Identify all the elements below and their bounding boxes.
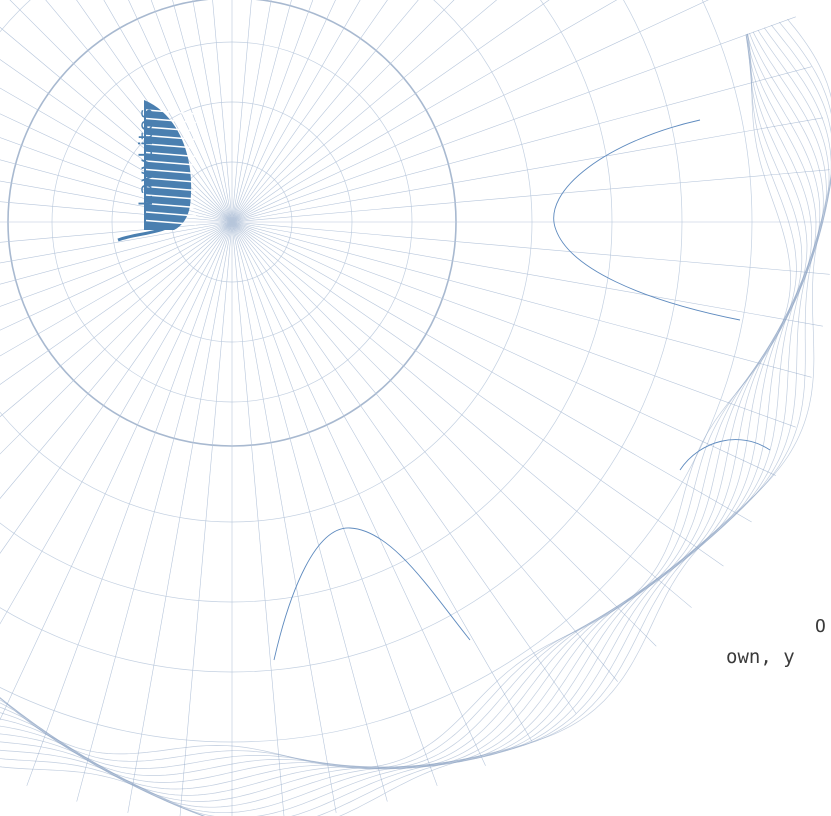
wire-spoke — [231, 0, 618, 223]
wire-spoke — [0, 221, 233, 554]
wire-spoke — [231, 221, 724, 567]
wire-spoke — [231, 221, 285, 816]
caption-line-1: O — [815, 616, 826, 637]
sail-stripe — [145, 126, 197, 132]
sail-stripe — [145, 134, 197, 141]
wire-spoke — [231, 221, 486, 766]
wire-spoke — [0, 201, 233, 223]
wire-spoke — [0, 221, 233, 357]
sail-stripe — [145, 160, 197, 166]
wire-spoke — [212, 0, 233, 223]
wire-spoke — [231, 221, 657, 647]
wire-spoke — [26, 221, 233, 786]
wire-spoke — [0, 221, 233, 307]
wire-spoke — [0, 221, 233, 721]
wire-spoke — [0, 221, 233, 625]
wire-spoke — [231, 0, 292, 223]
wire-spoke — [231, 221, 823, 327]
wire-spoke — [172, 0, 233, 223]
wire-spoke — [231, 0, 498, 223]
wire-spoke — [231, 0, 361, 223]
wire-spoke — [127, 221, 233, 813]
wire-spoke — [231, 0, 314, 223]
wire-spoke — [231, 221, 618, 682]
wire-outer-wave — [0, 33, 797, 769]
sail-stripe — [145, 143, 197, 149]
wire-spoke — [179, 221, 233, 816]
wire-spoke — [0, 221, 233, 455]
wire-outer-wave — [0, 21, 831, 816]
wire-outer-wave — [0, 32, 824, 802]
wire-spoke — [231, 0, 388, 223]
wire-spoke — [231, 221, 577, 714]
wire-spoke — [192, 0, 233, 223]
wire-outer-wave — [0, 31, 827, 808]
wire-spoke — [0, 221, 233, 499]
wire-spoke — [231, 169, 830, 223]
sail-stripe — [145, 151, 197, 158]
wire-spoke — [0, 159, 233, 223]
wire-spoke — [231, 221, 752, 523]
wire-spoke — [231, 66, 812, 223]
wire-outer-wave — [0, 34, 813, 783]
wire-accent-loop — [679, 439, 771, 471]
wire-outer-wave — [0, 18, 831, 816]
wire-spoke — [231, 16, 796, 223]
sail-stripe — [145, 109, 197, 115]
sail-stripe — [145, 177, 197, 183]
wire-spoke — [231, 221, 337, 813]
wire-spoke — [150, 0, 233, 223]
wire-spoke — [231, 0, 419, 223]
wire-spoke — [0, 221, 233, 243]
wire-spoke — [231, 221, 796, 428]
wire-spoke — [231, 0, 272, 223]
lavylites-logo — [117, 100, 197, 242]
sail-stripe — [145, 168, 197, 175]
wire-spoke — [231, 117, 823, 223]
wire-spoke — [231, 0, 550, 223]
wire-spoke — [0, 113, 233, 223]
wire-spoke — [231, 221, 812, 378]
sail-stripe — [145, 211, 197, 217]
sail-stripe — [145, 117, 197, 124]
sail-stripe — [145, 202, 197, 209]
sail-stripe — [145, 194, 197, 200]
wire-accent-loop — [553, 119, 741, 321]
wire-spoke — [0, 221, 233, 418]
wire-spoke — [0, 221, 233, 385]
wire-spoke — [231, 0, 455, 223]
wire-spoke — [231, 221, 692, 608]
wire-outer-wave — [0, 34, 808, 776]
sail-stripe — [145, 185, 197, 192]
wire-accent-loop — [273, 527, 471, 661]
wire-spoke — [231, 221, 533, 742]
caption-line-2: own, y — [726, 646, 795, 668]
wire-ring — [0, 0, 613, 603]
wire-spoke — [0, 180, 233, 223]
wire-spoke — [0, 221, 233, 331]
wire-spoke — [231, 221, 830, 275]
wire-spoke — [231, 221, 388, 802]
wire-spoke — [0, 137, 233, 223]
wire-spoke — [103, 0, 233, 223]
wire-spoke — [128, 0, 233, 223]
wire-spoke — [231, 221, 438, 786]
wire-spoke — [0, 221, 233, 264]
sail-stripe — [145, 219, 197, 226]
logo-wordmark: LavyLites — [135, 107, 157, 207]
wire-spoke — [0, 221, 233, 285]
wire-spoke — [231, 0, 336, 223]
wire-spoke — [76, 221, 233, 802]
wire-spoke — [231, 0, 709, 223]
wire-spoke — [231, 221, 776, 476]
wire-spoke — [231, 0, 252, 223]
